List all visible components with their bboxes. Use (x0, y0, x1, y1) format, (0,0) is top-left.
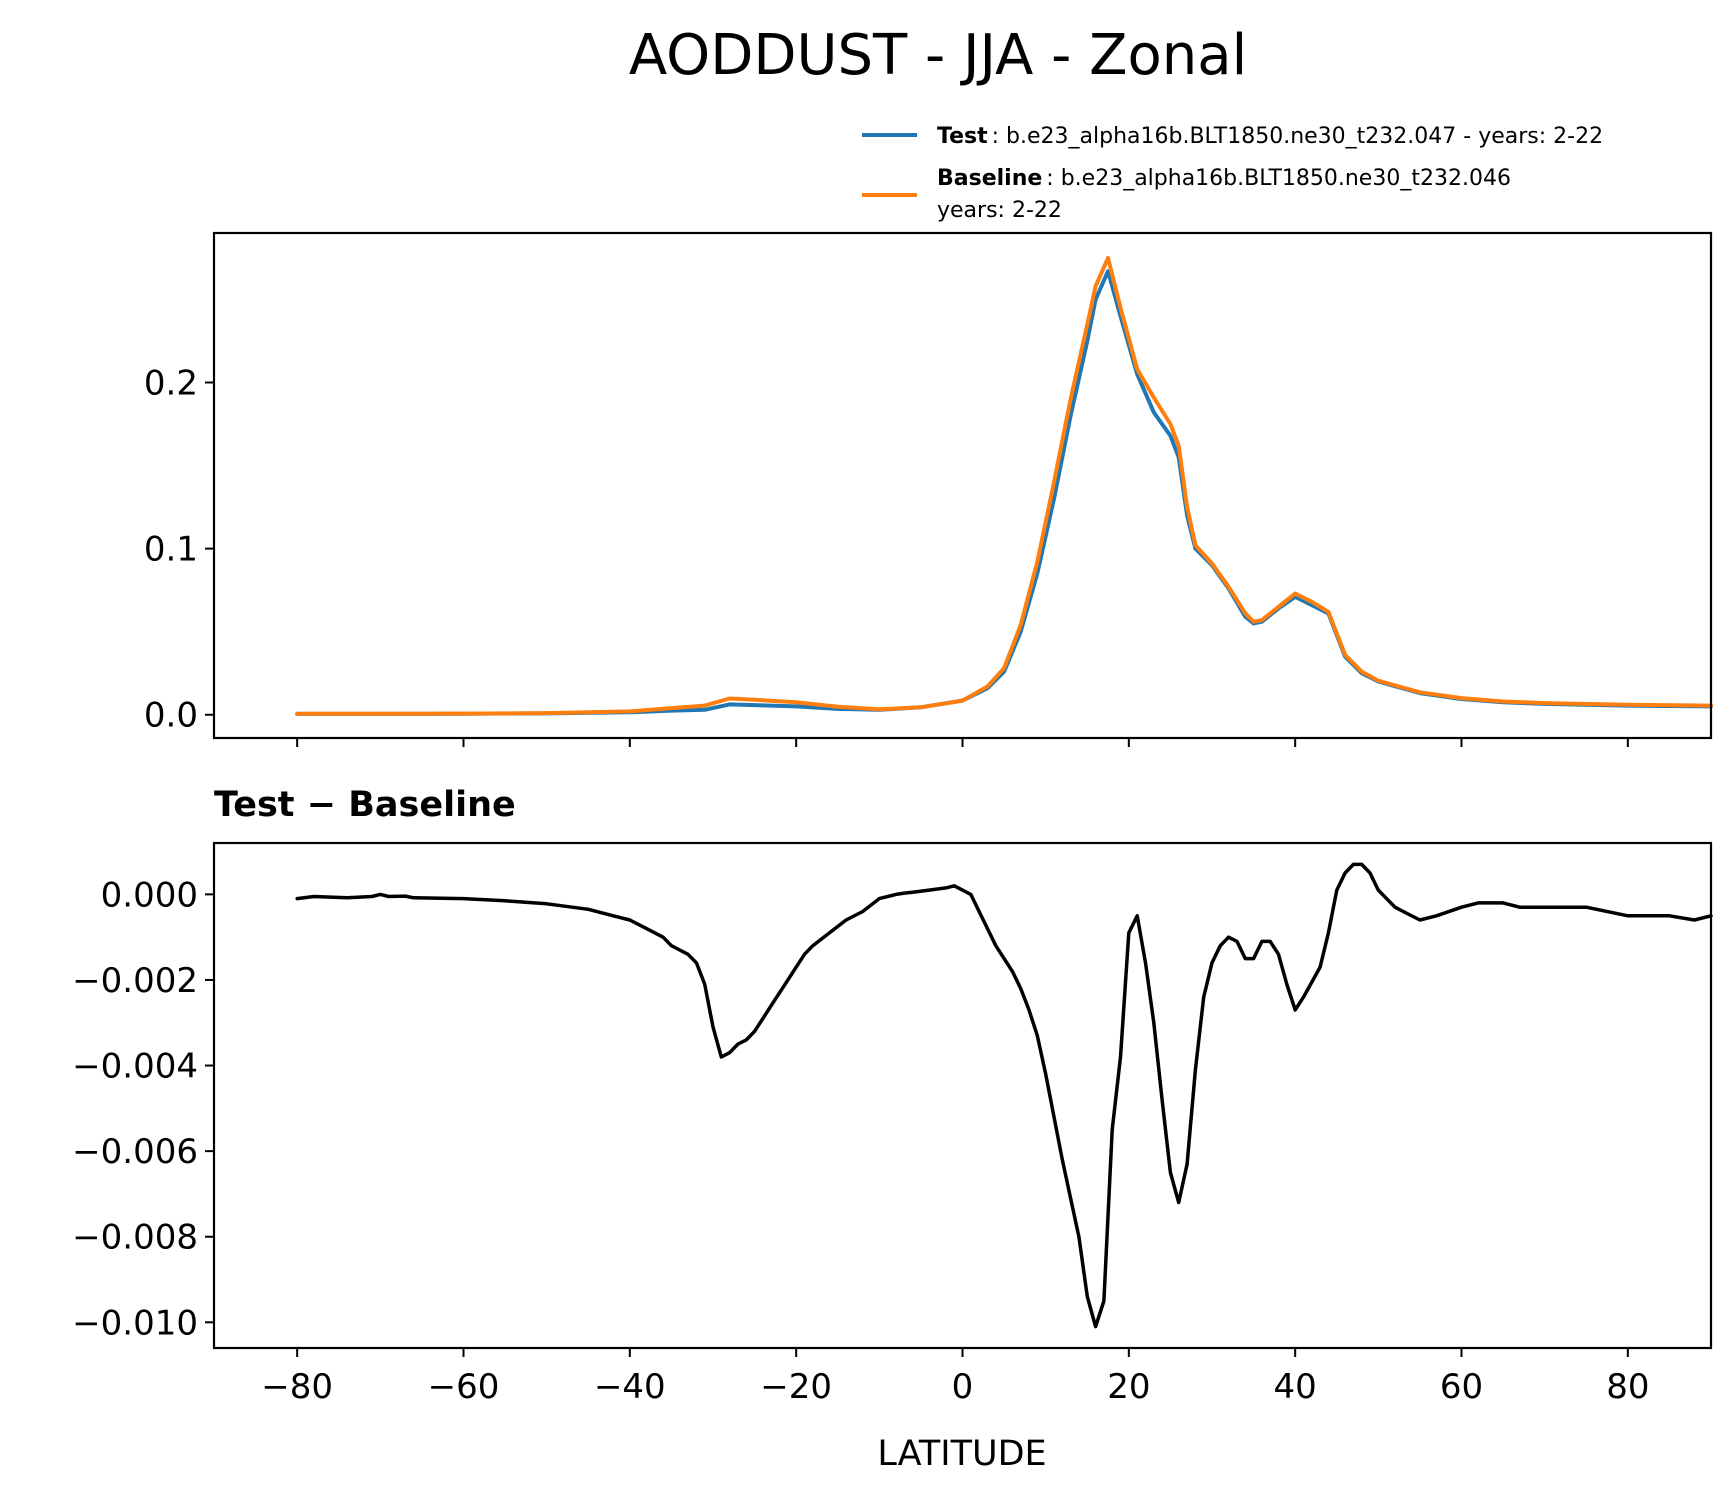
bottom-y-tick-label: −0.010 (72, 1303, 198, 1343)
bottom-axis-ticks: 0.000 −0.002 −0.004 −0.006 −0.008 −0.010 −80 −6… (72, 875, 1649, 1407)
legend: Test: b.e23_alpha16b.BLT1850.ne30_t232.0… (862, 124, 1603, 223)
bottom-series-group (295, 862, 1713, 1329)
panel-top: 0.0 0.1 0.2 (144, 231, 1713, 747)
bottom-x-tick-label: 60 (1440, 1367, 1483, 1407)
bottom-x-tick-label: −60 (428, 1367, 500, 1407)
panel-bottom: Test − Baseline 0.000 −0.002 −0.004 −0.006 −… (72, 785, 1713, 1474)
top-series-line-baseline (295, 255, 1713, 716)
bottom-x-tick-label: 80 (1606, 1367, 1649, 1407)
legend-label-baseline-line2: years: 2-22 (937, 198, 1062, 223)
bottom-y-tick-label: −0.006 (72, 1132, 198, 1172)
top-y-tick-label: 0.2 (144, 364, 198, 404)
legend-label-test-bold: Test (937, 124, 988, 149)
top-axis-ticks: 0.0 0.1 0.2 (144, 364, 1629, 747)
bottom-x-tick-label: 40 (1274, 1367, 1317, 1407)
top-series-group (295, 255, 1713, 716)
legend-label-test-text: : b.e23_alpha16b.BLT1850.ne30_t232.047 -… (992, 124, 1603, 149)
bottom-x-tick-label: −80 (261, 1367, 333, 1407)
bottom-plot-frame (212, 841, 1713, 1350)
bottom-y-tick-label: 0.000 (101, 875, 198, 915)
chart-title: AODDUST - JJA - Zonal (629, 23, 1247, 88)
diff-panel-title: Test − Baseline (214, 785, 516, 825)
bottom-y-tick-label: −0.004 (72, 1047, 198, 1087)
legend-label-test: Test: b.e23_alpha16b.BLT1850.ne30_t232.0… (937, 124, 1603, 149)
legend-label-baseline: Baseline: b.e23_alpha16b.BLT1850.ne30_t2… (937, 166, 1511, 191)
bottom-y-tick-label: −0.002 (72, 961, 198, 1001)
bottom-x-tick-label: −40 (594, 1367, 666, 1407)
legend-label-baseline-text: : b.e23_alpha16b.BLT1850.ne30_t232.046 (1046, 166, 1511, 191)
bottom-series-line-difference (295, 862, 1713, 1329)
top-y-tick-label: 0.1 (144, 530, 198, 570)
bottom-x-tick-label: 20 (1107, 1367, 1150, 1407)
top-series-line-test (295, 269, 1713, 716)
top-y-tick-label: 0.0 (144, 696, 198, 736)
bottom-x-tick-label: 0 (952, 1367, 974, 1407)
top-plot-frame (212, 231, 1713, 740)
bottom-y-tick-label: −0.008 (72, 1218, 198, 1258)
x-axis-label: LATITUDE (877, 1434, 1046, 1474)
legend-label-baseline-bold: Baseline (937, 166, 1042, 191)
bottom-x-tick-label: −20 (760, 1367, 832, 1407)
